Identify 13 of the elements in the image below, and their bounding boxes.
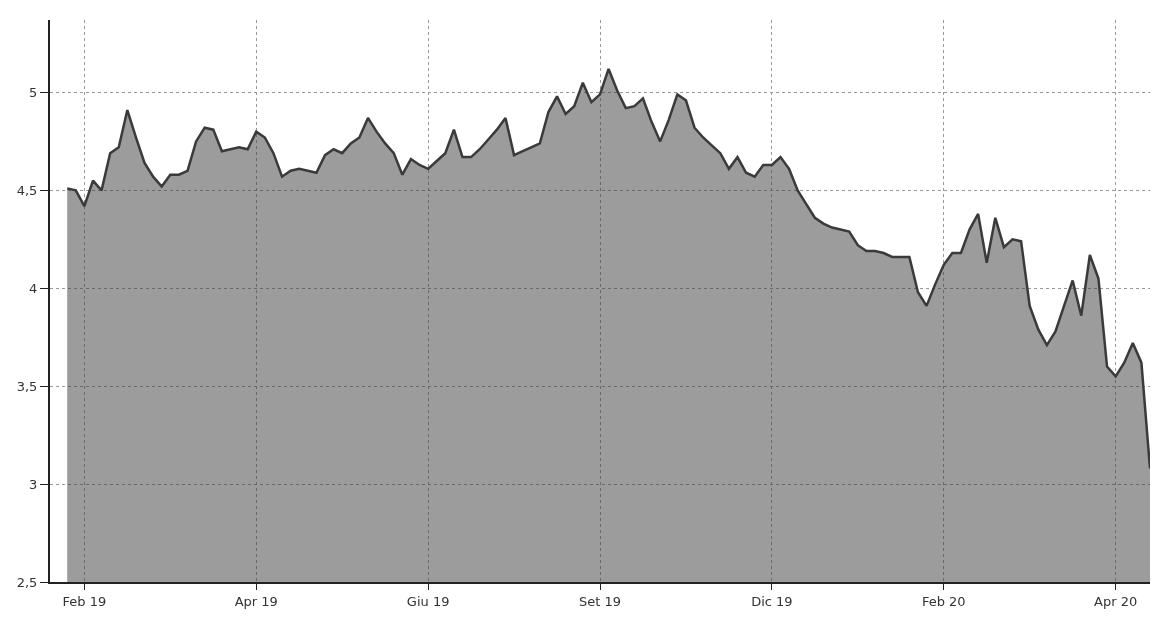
y-tick-label: 3,5 xyxy=(16,378,38,394)
y-tick-label: 4 xyxy=(29,280,38,296)
y-tick-label: 5 xyxy=(29,85,38,100)
x-tick-label: Apr 20 xyxy=(1094,593,1138,609)
x-tick-label: Set 19 xyxy=(578,593,622,609)
x-tick-label: Giu 19 xyxy=(406,593,450,609)
x-tick-label: Apr 19 xyxy=(234,593,278,609)
y-tick-label: 4,5 xyxy=(16,182,38,198)
x-tick-label: Feb 20 xyxy=(921,593,966,609)
y-tick-label: 2,5 xyxy=(16,574,38,590)
y-tick-label: 3 xyxy=(29,476,38,492)
x-tick-label: Dic 19 xyxy=(751,593,793,609)
x-tick-label: Feb 19 xyxy=(62,593,107,609)
